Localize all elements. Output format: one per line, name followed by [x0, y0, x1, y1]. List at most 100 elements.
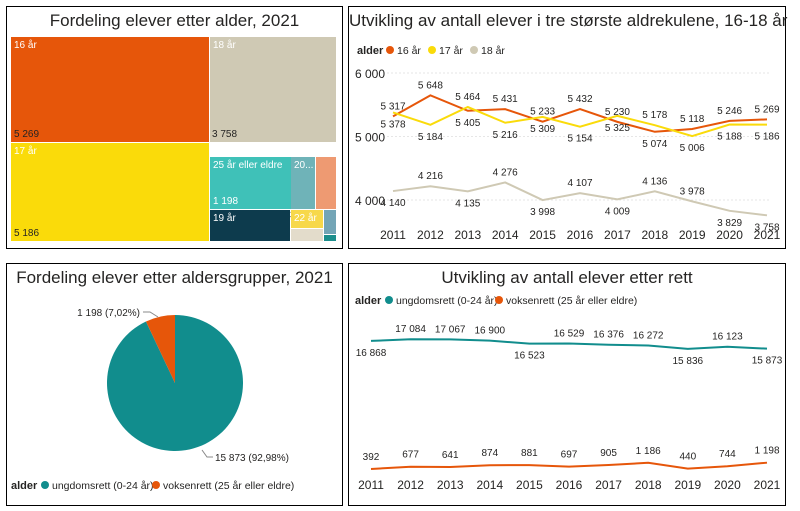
- data-label: 5 405: [455, 118, 480, 129]
- series-line[interactable]: [392, 94, 768, 133]
- series-line[interactable]: [392, 105, 768, 138]
- series-line[interactable]: [370, 338, 768, 350]
- legend-item[interactable]: 16 år: [397, 45, 421, 57]
- treemap-tile-value: 1 198: [213, 196, 239, 207]
- data-label: 697: [561, 450, 578, 461]
- data-label: 440: [679, 452, 696, 463]
- treemap-tile[interactable]: [291, 229, 324, 242]
- series-line[interactable]: [392, 181, 768, 217]
- legend-item[interactable]: 18 år: [481, 45, 505, 57]
- x-tick-label: 2016: [567, 228, 594, 242]
- legend-title: alder: [11, 480, 38, 492]
- data-label: 4 140: [380, 198, 405, 209]
- legend-item[interactable]: voksenrett (25 år eller eldre): [506, 295, 637, 307]
- pie-title: Fordeling elever etter aldersgrupper, 20…: [16, 268, 333, 287]
- treemap-tile[interactable]: 22 år: [291, 210, 324, 229]
- data-label: 881: [521, 448, 538, 459]
- x-tick-label: 2016: [556, 478, 583, 492]
- data-label: 5 378: [380, 119, 405, 130]
- pie-panel[interactable]: Fordeling elever etter aldersgrupper, 20…: [6, 263, 343, 506]
- data-label: 5 184: [418, 132, 443, 143]
- data-label: 5 118: [680, 114, 705, 125]
- legend-item[interactable]: ungdomsrett (0-24 år): [52, 480, 154, 492]
- data-label: 641: [442, 450, 459, 461]
- data-label: 4 107: [567, 178, 592, 189]
- data-label: 5 186: [754, 132, 779, 143]
- data-label: 4 135: [455, 198, 480, 209]
- legend-marker: [152, 481, 160, 489]
- legend-item[interactable]: ungdomsrett (0-24 år): [396, 295, 498, 307]
- x-tick-label: 2014: [476, 478, 503, 492]
- pie-chart: 1 198 (7,02%) 15 873 (92,98%) alder ungdoms…: [11, 308, 294, 492]
- treemap-tile[interactable]: 20...357: [290, 157, 316, 221]
- x-tick-label: 2013: [454, 228, 481, 242]
- data-label: 5 006: [680, 143, 705, 154]
- rights-line-title: Utvikling av antall elever etter rett: [441, 268, 693, 287]
- treemap-tile-value: 5 269: [14, 129, 40, 140]
- leader-line: [143, 311, 159, 318]
- data-label: 5 233: [530, 107, 555, 118]
- data-label: 15 836: [673, 356, 704, 367]
- treemap-tile[interactable]: 18 år 3 758: [210, 37, 337, 143]
- data-label: 874: [481, 448, 498, 459]
- x-tick-label: 2018: [641, 228, 668, 242]
- data-label: 5 317: [380, 101, 405, 112]
- legend-marker: [41, 481, 49, 489]
- x-tick-label: 2011: [358, 478, 384, 492]
- rights-line-chart: alder ungdomsrett (0-24 år) voksenrett (25…: [355, 295, 783, 492]
- age-line-chart: alder 16 år 17 år 18 år 4 000 5 000 6 000 2011 2…: [355, 45, 781, 242]
- data-label: 16 523: [514, 351, 545, 362]
- treemap-tile[interactable]: 19 år: [210, 210, 291, 242]
- x-tick-label: 2020: [716, 228, 743, 242]
- data-label: 16 376: [593, 330, 624, 341]
- data-label: 17 084: [395, 324, 426, 335]
- leader-line: [201, 449, 213, 458]
- pie-data-label: 15 873 (92,98%): [215, 453, 289, 464]
- pie-data-label: 1 198 (7,02%): [77, 308, 140, 319]
- treemap-tile-label: 25 år eller eldre: [213, 160, 283, 171]
- data-label: 5 464: [455, 92, 480, 103]
- x-tick-label: 2015: [516, 478, 543, 492]
- y-tick-label: 5 000: [355, 130, 385, 144]
- data-label: 5 246: [717, 106, 742, 117]
- pie-slice[interactable]: [145, 315, 175, 383]
- x-tick-label: 2019: [679, 228, 706, 242]
- rights-line-panel[interactable]: Utvikling av antall elever etter rett al…: [348, 263, 786, 506]
- treemap-tile[interactable]: [324, 235, 337, 242]
- legend-item[interactable]: 17 år: [439, 45, 463, 57]
- treemap-tile[interactable]: [316, 157, 337, 210]
- x-tick-label: 2014: [492, 228, 519, 242]
- treemap-tile[interactable]: [324, 210, 337, 235]
- data-label: 16 529: [554, 329, 585, 340]
- treemap-tile[interactable]: 16 år 5 269: [11, 37, 210, 143]
- treemap-tile[interactable]: 17 år 5 186: [11, 143, 210, 242]
- legend-title: alder: [355, 295, 382, 307]
- x-tick-label: 2018: [635, 478, 662, 492]
- y-tick-label: 4 000: [355, 194, 385, 208]
- age-line-panel[interactable]: Utvikling av antall elever i tre største…: [348, 6, 788, 249]
- data-label: 16 900: [475, 326, 506, 337]
- treemap-tile-label: 20...: [294, 160, 314, 171]
- treemap-title: Fordeling elever etter alder, 2021: [49, 11, 300, 30]
- data-label: 5 154: [567, 134, 592, 145]
- data-label: 392: [363, 452, 380, 463]
- legend-marker: [428, 46, 436, 54]
- treemap-tile-label: 18 år: [213, 40, 236, 51]
- age-line-title: Utvikling av antall elever i tre største…: [349, 11, 788, 30]
- data-label: 1 186: [636, 446, 661, 457]
- data-label: 5 178: [642, 110, 667, 121]
- treemap-panel[interactable]: Fordeling elever etter alder, 2021 16 år…: [6, 6, 343, 249]
- data-label: 3 758: [754, 222, 779, 233]
- x-tick-label: 2015: [529, 228, 556, 242]
- legend-item[interactable]: voksenrett (25 år eller eldre): [163, 480, 294, 492]
- x-tick-label: 2012: [397, 478, 424, 492]
- data-label: 5 269: [754, 104, 779, 115]
- series-line[interactable]: [370, 461, 768, 470]
- x-tick-label: 2013: [437, 478, 464, 492]
- data-label: 5 188: [717, 132, 742, 143]
- data-label: 677: [402, 450, 419, 461]
- x-tick-label: 2017: [604, 228, 631, 242]
- data-label: 744: [719, 449, 736, 460]
- data-label: 5 325: [605, 123, 630, 134]
- data-label: 5 309: [530, 124, 555, 135]
